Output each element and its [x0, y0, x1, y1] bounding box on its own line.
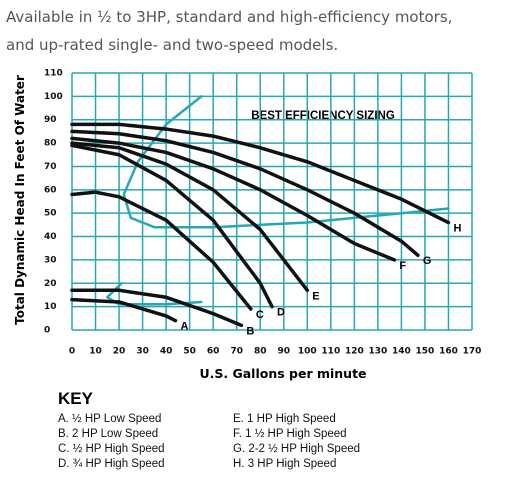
- x-tick-label: 120: [345, 347, 364, 357]
- pump-curve: [70, 143, 274, 309]
- y-tick-label: 100: [44, 92, 63, 102]
- curve-label: B: [246, 325, 254, 337]
- x-tick-label: 160: [439, 347, 458, 357]
- curve-label: D: [277, 307, 285, 319]
- y-tick-label: 0: [44, 326, 50, 336]
- x-tick-label: 90: [277, 347, 290, 357]
- x-tick-label: 170: [463, 347, 482, 357]
- pump-curve: [70, 190, 253, 311]
- y-tick-label: 60: [44, 185, 57, 195]
- x-tick-label: 60: [207, 347, 220, 357]
- x-tick-label: 30: [136, 347, 149, 357]
- x-tick-label: 50: [183, 347, 196, 357]
- key-item: A. ½ HP Low Speed: [58, 413, 161, 425]
- curve-label: C: [256, 309, 264, 321]
- pump-curve: [70, 129, 420, 257]
- y-tick-label: 50: [44, 209, 57, 219]
- x-tick-label: 40: [160, 347, 173, 357]
- pump-curve: [70, 288, 244, 328]
- x-tick-label: 130: [368, 347, 387, 357]
- key-item: H. 3 HP High Speed: [233, 458, 336, 470]
- x-tick-label: 20: [113, 347, 126, 357]
- intro-line: Available in ½ to 3HP, standard and high…: [6, 8, 452, 26]
- x-tick-label: 150: [416, 347, 435, 357]
- curve-label: E: [312, 290, 319, 302]
- x-axis-label: U.S. Gallons per minute: [199, 366, 366, 381]
- x-tick-label: 10: [89, 347, 102, 357]
- intro-line: and up-rated single- and two-speed model…: [6, 36, 338, 54]
- curve-label: G: [423, 255, 432, 267]
- key-item: D. ¾ HP High Speed: [58, 458, 165, 470]
- pump-curve: [70, 122, 451, 225]
- key-item: G. 2-2 ½ HP High Speed: [233, 443, 360, 455]
- curve-label: H: [453, 223, 461, 235]
- key-item: F. 1 ½ HP High Speed: [233, 428, 347, 440]
- bep-curve: [106, 282, 203, 306]
- y-tick-label: 20: [44, 279, 57, 289]
- x-tick-label: 110: [321, 347, 340, 357]
- x-tick-label: 70: [230, 347, 243, 357]
- y-tick-label: 90: [44, 115, 57, 125]
- key-title: KEY: [58, 389, 94, 408]
- y-axis-label: Total Dynamic Head In Feet Of Water: [13, 75, 27, 325]
- curve-label: A: [181, 321, 189, 333]
- x-tick-label: 100: [298, 347, 317, 357]
- curve-label: F: [399, 260, 406, 272]
- y-tick-label: 110: [44, 69, 63, 79]
- y-tick-label: 40: [44, 232, 57, 242]
- y-tick-label: 30: [44, 255, 57, 265]
- y-tick-label: 70: [44, 162, 57, 172]
- y-tick-label: 80: [44, 139, 57, 149]
- bep-curve: [122, 95, 450, 229]
- key-item: E. 1 HP High Speed: [233, 413, 336, 425]
- y-tick-label: 10: [44, 302, 57, 312]
- x-tick-label: 0: [69, 347, 75, 357]
- key-item: C. ½ HP High Speed: [58, 443, 165, 455]
- key-item: B. 2 HP Low Speed: [58, 428, 158, 440]
- x-tick-label: 80: [254, 347, 267, 357]
- pump-curve: [70, 297, 178, 323]
- pump-curve: [70, 141, 310, 293]
- pump-curve: [70, 136, 397, 262]
- x-tick-label: 140: [392, 347, 411, 357]
